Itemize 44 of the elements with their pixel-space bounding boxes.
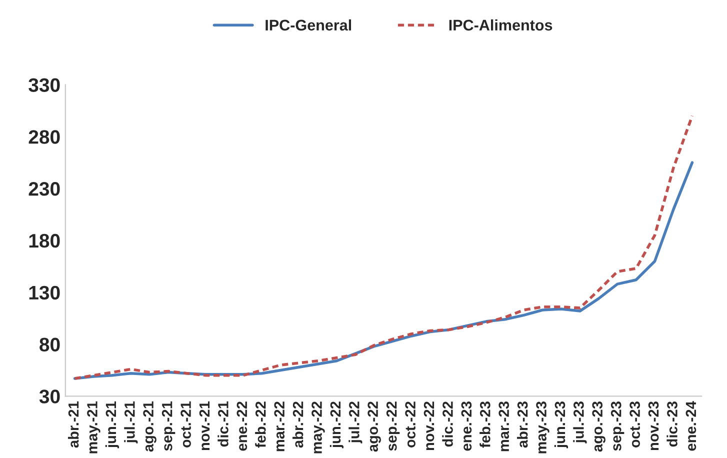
y-tick-label: 80 (40, 338, 60, 352)
y-tick-label: 30 (39, 390, 60, 404)
x-tick-label: nov.-22 (424, 402, 434, 450)
x-tick-label: oct.-22 (405, 402, 416, 448)
y-tick-label: 230 (28, 182, 60, 196)
x-tick-label: jul.-22 (348, 402, 362, 444)
y-tick-label: 130 (29, 286, 60, 300)
x-tick-label: ene.-22 (236, 402, 248, 451)
x-tick-label: dic.-23 (666, 402, 678, 447)
x-tick-label: ago.-23 (592, 402, 606, 452)
x-tick-label: oct.-23 (630, 402, 640, 448)
x-tick-label: mar.-22 (274, 402, 285, 452)
x-tick-label: jun.-22 (330, 402, 344, 448)
y-tick-label: 280 (28, 130, 60, 144)
x-tick-label: mar.-23 (498, 402, 510, 452)
x-tick-label: may.-21 (87, 401, 100, 454)
x-tick-label: abr.-22 (292, 402, 304, 448)
x-tick-label: jun.-23 (554, 402, 568, 448)
x-tick-label: nov.-21 (199, 401, 210, 450)
x-tick-label: may.-22 (312, 402, 325, 454)
y-tick-label: 180 (29, 234, 60, 248)
x-tick-label: abr.-23 (517, 402, 528, 448)
x-tick-label: nov.-23 (648, 402, 659, 450)
x-tick-label: jun.-21 (105, 401, 119, 448)
x-tick-label: ago.-21 (143, 401, 156, 452)
x-tick-label: sep.-22 (386, 402, 400, 451)
x-tick-label: feb.-22 (255, 402, 266, 448)
x-tick-label: feb.-23 (480, 402, 490, 448)
x-tick-label: ene.-24 (686, 401, 696, 451)
x-tick-label: abr.-21 (68, 401, 79, 448)
line-series (73, 114, 694, 380)
x-tick-label: may.-23 (536, 402, 550, 454)
x-tick-label: ene.-23 (461, 402, 472, 451)
legend-label: IPC-General (266, 19, 352, 31)
x-tick-label: jul.-21 (124, 401, 138, 444)
x-tick-label: ago.-22 (368, 402, 381, 452)
legend-label: IPC-Alimentos (449, 19, 552, 31)
x-tick-label: dic.-21 (218, 401, 228, 447)
x-tick-label: dic.-22 (442, 402, 453, 447)
x-tick-label: jul.-23 (573, 402, 587, 444)
x-tick-label: sep.-21 (162, 401, 176, 451)
y-tick-label: 330 (28, 78, 60, 92)
x-tick-label: sep.-23 (610, 402, 624, 451)
x-tick-label: oct.-21 (180, 401, 191, 448)
